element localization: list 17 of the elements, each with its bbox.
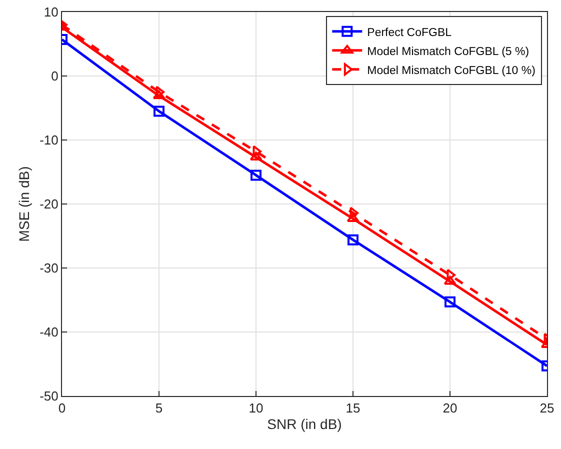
legend-label: Model Mismatch CoFGBL (10 %) [367,64,536,77]
y-tick-label: -20 [40,196,58,212]
y-tick-label: 10 [44,4,58,20]
y-tick-label: 0 [51,68,58,84]
y-tick-label: -30 [40,260,58,276]
legend-label: Model Mismatch CoFGBL (5 %) [367,46,530,58]
legend-label: Perfect CoFGBL [367,26,452,39]
x-tick-label: 10 [248,400,264,416]
x-tick-label: 25 [540,400,554,416]
x-tick-label: 15 [346,400,360,416]
x-tick-label: 5 [155,400,163,416]
x-tick-label: 20 [442,400,458,416]
x-axis-title: SNR (in dB) [267,416,342,432]
y-tick-label: -50 [40,388,58,404]
y-tick-label: -10 [40,132,58,148]
y-axis-title: MSE (in dB) [16,166,32,242]
y-tick-label: -40 [40,324,58,340]
